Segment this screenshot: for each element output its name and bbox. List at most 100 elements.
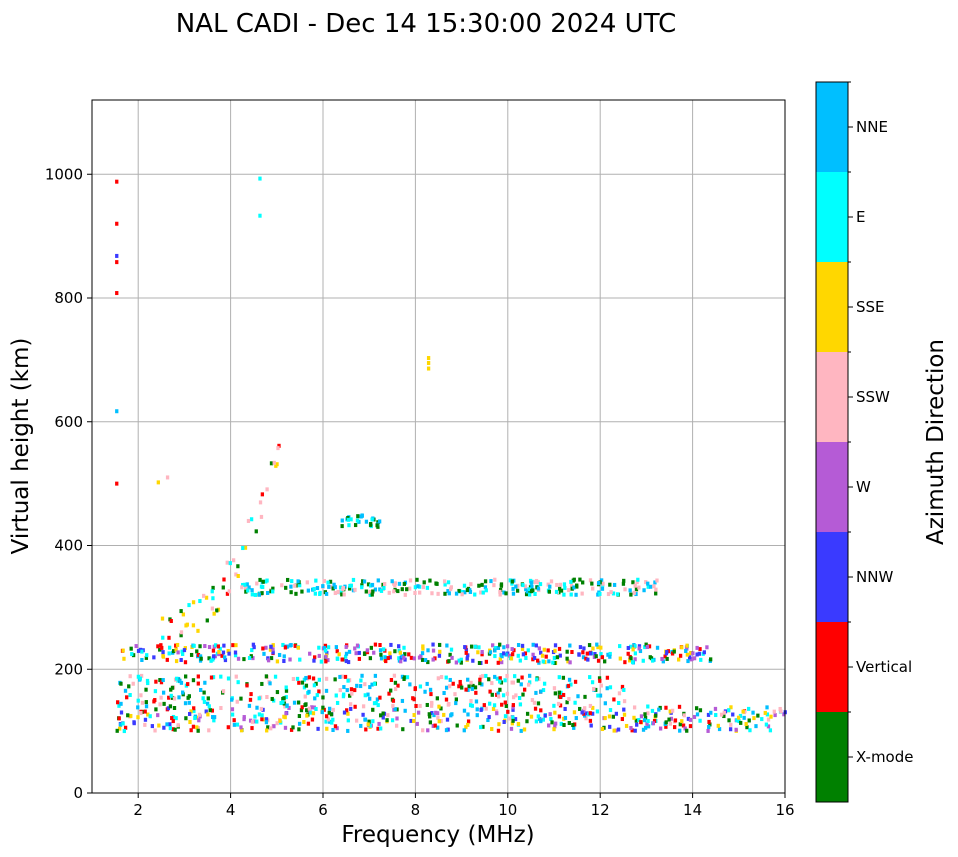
echo-point <box>221 650 226 655</box>
echo-point <box>445 643 449 648</box>
echo-point <box>438 649 442 654</box>
echo-point <box>505 691 510 696</box>
echo-point <box>260 492 265 497</box>
echo-point <box>531 657 535 662</box>
echo-point <box>646 704 650 709</box>
echo-point <box>385 718 389 723</box>
echo-point <box>429 703 434 708</box>
echo-point <box>191 600 196 605</box>
echo-point <box>568 643 572 648</box>
echo-point <box>498 676 502 681</box>
echo-point <box>291 676 296 681</box>
echo-point <box>216 644 221 649</box>
echo-point <box>393 687 398 692</box>
echo-point <box>288 643 292 648</box>
echo-point <box>324 659 328 664</box>
echo-point <box>672 649 676 654</box>
echo-point <box>121 648 125 653</box>
echo-point <box>403 675 407 680</box>
echo-point <box>459 660 463 665</box>
echo-point <box>511 695 516 700</box>
echo-point <box>266 656 270 661</box>
echo-point <box>364 519 369 524</box>
echo-point <box>127 684 131 689</box>
echo-point <box>505 644 510 649</box>
echo-point <box>655 645 660 650</box>
colorbar-segment <box>816 442 848 532</box>
echo-point <box>176 723 180 728</box>
echo-point <box>612 697 616 702</box>
echo-point <box>348 583 352 588</box>
echo-point <box>543 713 547 718</box>
echo-point <box>737 719 741 724</box>
echo-point <box>313 655 317 660</box>
echo-point <box>234 674 238 679</box>
echo-point <box>477 645 481 650</box>
echo-point <box>403 708 407 713</box>
echo-point <box>335 656 339 661</box>
echo-point <box>265 728 269 733</box>
echo-point <box>635 580 639 585</box>
echo-point <box>266 725 270 730</box>
echo-point <box>378 648 383 653</box>
echo-point <box>673 718 678 723</box>
echo-point <box>392 581 396 586</box>
echo-point <box>252 645 256 650</box>
echo-point <box>198 644 202 649</box>
echo-point <box>170 695 175 700</box>
echo-point <box>644 642 648 647</box>
echo-point <box>428 578 432 583</box>
echo-point <box>634 718 638 723</box>
echo-point <box>586 657 590 662</box>
echo-point <box>353 523 358 528</box>
echo-point <box>311 676 316 681</box>
echo-point <box>504 591 508 596</box>
echo-point <box>630 660 635 665</box>
colorbar-tick-label: NNW <box>856 568 893 586</box>
echo-point <box>368 656 373 661</box>
echo-point <box>402 581 407 586</box>
echo-point <box>578 706 582 711</box>
echo-point <box>231 643 235 648</box>
echo-point <box>171 719 175 724</box>
echo-point <box>557 675 561 680</box>
echo-point <box>195 725 199 730</box>
echo-point <box>728 727 733 732</box>
echo-point <box>332 582 336 587</box>
echo-point <box>369 522 373 527</box>
echo-point <box>115 481 119 486</box>
echo-point <box>196 628 200 633</box>
echo-point <box>326 658 330 663</box>
echo-point <box>478 681 482 686</box>
echo-point <box>464 725 468 730</box>
echo-point <box>678 722 682 727</box>
echo-point <box>497 694 501 699</box>
echo-point <box>570 650 574 655</box>
echo-point <box>282 696 286 701</box>
echo-point <box>475 713 479 718</box>
echo-point <box>483 579 488 584</box>
echo-point <box>355 643 360 648</box>
echo-point <box>349 706 353 711</box>
echo-point <box>480 652 484 657</box>
echo-point <box>480 582 484 587</box>
echo-point <box>207 656 211 661</box>
echo-point <box>660 656 664 661</box>
echo-point <box>185 622 189 627</box>
echo-point <box>464 687 468 692</box>
echo-point <box>357 656 362 661</box>
echo-point <box>633 657 637 662</box>
echo-point <box>362 651 367 656</box>
echo-point <box>778 706 782 711</box>
echo-point <box>516 583 520 588</box>
echo-point <box>405 675 410 680</box>
echo-point <box>239 725 243 730</box>
echo-point <box>634 587 639 592</box>
echo-point <box>584 711 589 716</box>
echo-point <box>735 718 739 723</box>
echo-point <box>324 719 328 724</box>
echo-point <box>695 652 699 657</box>
echo-point <box>203 644 207 649</box>
echo-point <box>463 590 467 595</box>
echo-point <box>369 645 373 650</box>
